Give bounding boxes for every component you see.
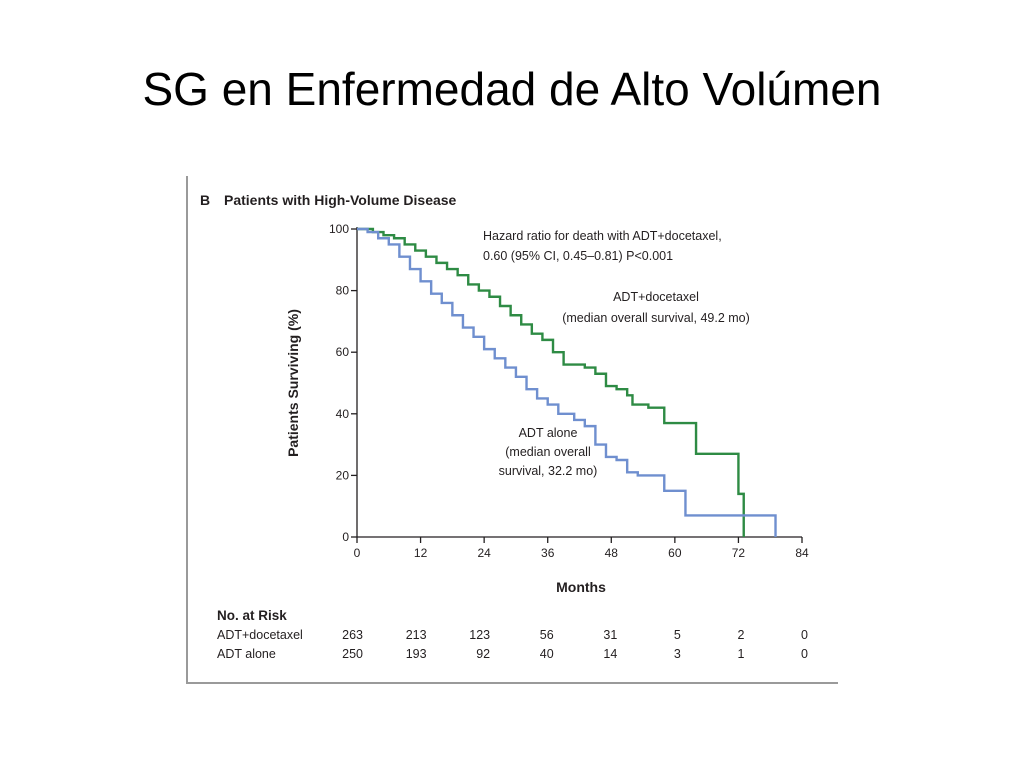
y-tick-label: 80 [336, 284, 350, 298]
y-tick-label: 60 [336, 345, 350, 359]
risk-cell: 2 [737, 628, 744, 642]
panel-label: B [200, 192, 210, 208]
risk-row-label: ADT alone [217, 647, 276, 661]
adt-alone-annotation-line-3: survival, 32.2 mo) [499, 464, 598, 478]
survival-chart: B Patients with High-Volume Disease Pati… [186, 176, 838, 684]
risk-cell: 0 [801, 628, 808, 642]
x-tick-label: 24 [477, 546, 491, 560]
risk-cell: 5 [674, 628, 681, 642]
y-axis-label: Patients Surviving (%) [285, 309, 301, 457]
risk-cell: 263 [342, 628, 363, 642]
curves [357, 227, 777, 537]
risk-cell: 123 [469, 628, 490, 642]
axes: 0 20 40 60 80 100 0 12 24 36 48 60 72 84 [329, 222, 809, 560]
risk-cell: 14 [603, 647, 617, 661]
hazard-line-2: 0.60 (95% CI, 0.45–0.81) P<0.001 [483, 249, 673, 263]
risk-cell: 92 [476, 647, 490, 661]
km-figure: B Patients with High-Volume Disease Pati… [186, 176, 838, 686]
risk-cell: 250 [342, 647, 363, 661]
risk-table-title: No. at Risk [217, 608, 287, 623]
x-tick-label: 12 [414, 546, 428, 560]
docetaxel-annotation: ADT+docetaxel (median overall survival, … [562, 290, 750, 325]
risk-cell: 40 [540, 647, 554, 661]
y-tick-label: 0 [342, 530, 349, 544]
risk-cell: 31 [603, 628, 617, 642]
adt-alone-annotation: ADT alone (median overall survival, 32.2… [499, 426, 598, 478]
x-tick-label: 84 [795, 546, 809, 560]
hazard-line-1: Hazard ratio for death with ADT+docetaxe… [483, 229, 722, 243]
x-tick-label: 36 [541, 546, 555, 560]
x-tick-label: 0 [354, 546, 361, 560]
x-axis-label: Months [556, 579, 606, 595]
docetaxel-annotation-line-2: (median overall survival, 49.2 mo) [562, 311, 750, 325]
x-tick-label: 72 [732, 546, 746, 560]
risk-cell: 1 [737, 647, 744, 661]
hazard-annotation: Hazard ratio for death with ADT+docetaxe… [483, 229, 722, 263]
risk-cell: 0 [801, 647, 808, 661]
risk-cell: 213 [406, 628, 427, 642]
risk-cell: 193 [406, 647, 427, 661]
adt-alone-annotation-line-1: ADT alone [519, 426, 578, 440]
risk-cell: 3 [674, 647, 681, 661]
y-tick-label: 100 [329, 222, 349, 236]
x-tick-label: 48 [605, 546, 619, 560]
chart-title: Patients with High-Volume Disease [224, 192, 457, 208]
docetaxel-annotation-line-1: ADT+docetaxel [613, 290, 699, 304]
adt-alone-curve [357, 227, 777, 537]
x-tick-label: 60 [668, 546, 682, 560]
slide-title: SG en Enfermedad de Alto Volúmen [142, 63, 882, 115]
risk-table: No. at Risk ADT+docetaxel ADT alone 263 2… [217, 608, 808, 661]
adt-alone-annotation-line-2: (median overall [505, 445, 590, 459]
risk-row-label: ADT+docetaxel [217, 628, 303, 642]
adt-docetaxel-curve [357, 227, 745, 537]
y-tick-label: 20 [336, 468, 350, 482]
risk-cell: 56 [540, 628, 554, 642]
y-tick-label: 40 [336, 407, 350, 421]
